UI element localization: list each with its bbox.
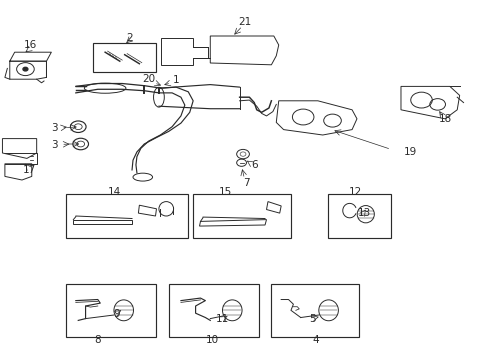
Text: 17: 17 (22, 165, 36, 175)
Text: 6: 6 (250, 159, 257, 170)
Text: 14: 14 (108, 187, 122, 197)
Text: 19: 19 (403, 147, 417, 157)
Text: 20: 20 (142, 74, 155, 84)
Bar (271, 284, 359, 337)
Text: 12: 12 (348, 187, 362, 197)
Text: 21: 21 (237, 17, 251, 27)
Text: 15: 15 (218, 187, 231, 197)
Text: 3: 3 (51, 140, 58, 150)
Text: 1: 1 (172, 75, 179, 85)
Text: 10: 10 (206, 335, 219, 345)
Text: 8: 8 (94, 335, 101, 345)
Circle shape (23, 67, 28, 71)
Text: 7: 7 (242, 177, 249, 188)
Text: 9: 9 (113, 309, 120, 319)
Text: 16: 16 (24, 40, 38, 50)
Text: 3: 3 (51, 123, 58, 133)
Bar (93, 43, 156, 72)
Text: 4: 4 (311, 335, 318, 345)
Text: 11: 11 (215, 314, 229, 324)
Bar (66, 194, 188, 238)
Text: 13: 13 (357, 208, 370, 218)
Bar (327, 194, 390, 238)
Bar (168, 284, 259, 337)
Text: 18: 18 (437, 114, 451, 124)
Text: 2: 2 (126, 33, 133, 43)
Bar (193, 194, 290, 238)
Text: 5: 5 (309, 314, 316, 324)
Bar (66, 284, 156, 337)
